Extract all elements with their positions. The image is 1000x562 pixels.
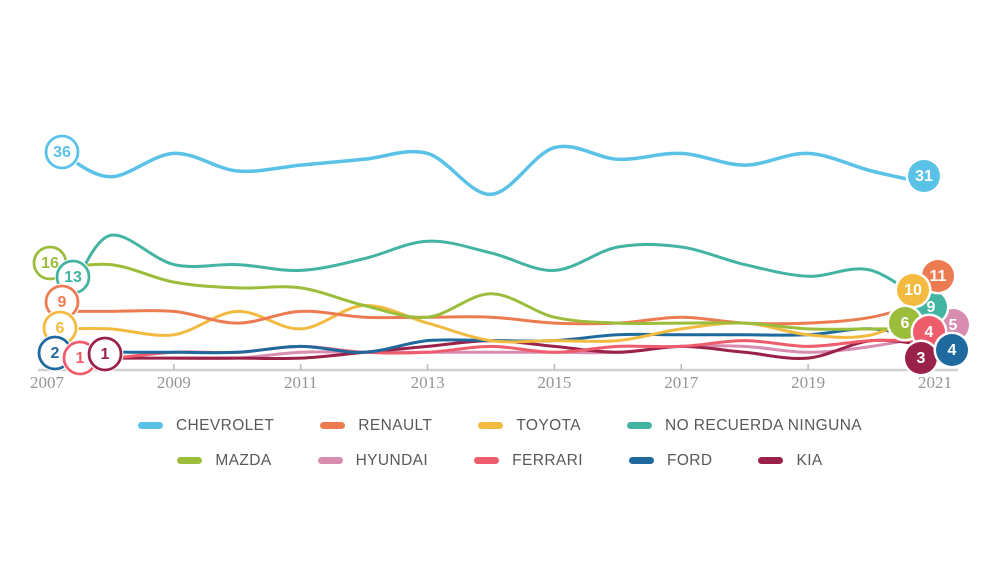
legend-item-mazda: MAZDA — [177, 452, 271, 470]
legend-swatch-ford — [628, 457, 654, 464]
x-axis-label-2015: 2015 — [537, 373, 571, 392]
legend-label-chevrolet: CHEVROLET — [175, 416, 275, 434]
legend-row-2: MAZDA HYUNDAI FERRARI FORD KIA — [0, 443, 1000, 478]
legend-swatch-no-recuerda-ninguna — [626, 422, 652, 429]
start-value-kia: 1 — [86, 335, 124, 373]
legend-swatch-renault — [320, 422, 346, 429]
legend-item-kia: KIA — [758, 452, 822, 470]
svg-text:11: 11 — [930, 268, 947, 285]
x-axis-label-2011: 2011 — [284, 373, 317, 392]
end-value-kia: 3 — [902, 339, 940, 377]
legend-item-toyota: TOYOTA — [478, 417, 581, 435]
svg-text:10: 10 — [904, 282, 922, 299]
svg-text:2: 2 — [51, 345, 60, 362]
line-mazda — [48, 262, 937, 331]
legend-label-kia: KIA — [796, 451, 823, 469]
start-value-chevrolet: 36 — [43, 133, 81, 171]
line-no-recuerda-ninguna — [71, 233, 937, 313]
legend-swatch-ferrari — [474, 457, 500, 464]
legend-swatch-hyundai — [317, 457, 343, 464]
end-value-toyota: 10 — [894, 271, 932, 309]
legend-item-ferrari: FERRARI — [474, 452, 583, 470]
line-kia — [103, 338, 937, 361]
chart-legend: CHEVROLET RENAULT TOYOTA NO RECUERDA NIN… — [0, 408, 1000, 478]
end-value-chevrolet: 31 — [905, 157, 943, 195]
end-value-ford: 4 — [933, 331, 971, 369]
svg-text:6: 6 — [901, 315, 910, 332]
x-axis-label-2017: 2017 — [664, 373, 699, 392]
legend-item-ford: FORD — [628, 451, 713, 470]
x-axis-label-2007: 2007 — [30, 373, 65, 392]
start-value-renault: 9 — [43, 283, 81, 321]
svg-text:16: 16 — [41, 255, 59, 272]
legend-label-mazda: MAZDA — [215, 451, 272, 469]
legend-swatch-toyota — [478, 422, 504, 429]
svg-text:9: 9 — [927, 299, 936, 316]
legend-label-ferrari: FERRARI — [512, 451, 583, 469]
legend-swatch-mazda — [177, 457, 203, 464]
legend-label-ford: FORD — [666, 451, 713, 469]
svg-text:13: 13 — [64, 269, 82, 286]
legend-label-no-recuerda-ninguna: NO RECUERDA NINGUNA — [664, 416, 863, 434]
legend-item-chevrolet: CHEVROLET — [137, 416, 275, 435]
legend-swatch-chevrolet — [137, 422, 163, 429]
x-axis-label-2009: 2009 — [157, 373, 191, 392]
x-axis-label-2013: 2013 — [411, 373, 445, 392]
svg-text:3: 3 — [917, 350, 926, 367]
legend-label-toyota: TOYOTA — [516, 416, 581, 434]
svg-text:31: 31 — [915, 168, 933, 185]
legend-row-1: CHEVROLET RENAULT TOYOTA NO RECUERDA NIN… — [0, 408, 1000, 443]
svg-text:1: 1 — [76, 350, 85, 367]
svg-text:5: 5 — [949, 317, 958, 334]
line-chart: 2007 2009 2011 2013 2015 2017 2019 2021 36 16 13 9 6… — [30, 133, 971, 392]
legend-swatch-kia — [758, 457, 784, 464]
svg-text:6: 6 — [56, 320, 65, 337]
line-renault — [60, 298, 937, 326]
legend-item-renault: RENAULT — [320, 417, 432, 435]
legend-label-hyundai: HYUNDAI — [355, 451, 429, 469]
svg-text:4: 4 — [925, 324, 934, 341]
svg-text:9: 9 — [58, 294, 67, 311]
svg-text:4: 4 — [948, 342, 957, 359]
x-axis-label-2019: 2019 — [791, 373, 825, 392]
svg-text:36: 36 — [53, 144, 71, 161]
legend-item-no-recuerda-ninguna: NO RECUERDA NINGUNA — [626, 416, 863, 435]
line-chart-svg: 2007 2009 2011 2013 2015 2017 2019 202136161396… — [30, 133, 971, 392]
x-axis-label-2021: 2021 — [918, 373, 952, 392]
line-toyota — [58, 303, 937, 344]
line-chevrolet — [60, 144, 926, 197]
svg-text:1: 1 — [101, 346, 110, 363]
legend-item-hyundai: HYUNDAI — [317, 451, 429, 470]
legend-label-renault: RENAULT — [358, 416, 433, 434]
